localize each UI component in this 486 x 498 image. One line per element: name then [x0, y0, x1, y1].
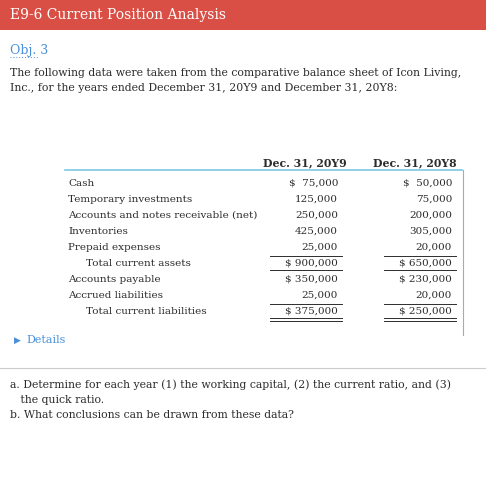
Text: Cash: Cash — [68, 178, 94, 188]
Text: Details: Details — [26, 335, 66, 345]
Text: $ 650,000: $ 650,000 — [399, 258, 452, 267]
Text: $ 375,000: $ 375,000 — [285, 306, 338, 316]
Text: $  75,000: $ 75,000 — [289, 178, 338, 188]
Text: $  50,000: $ 50,000 — [402, 178, 452, 188]
Text: Prepaid expenses: Prepaid expenses — [68, 243, 160, 251]
Text: Dec. 31, 20Y8: Dec. 31, 20Y8 — [373, 157, 457, 168]
Text: 250,000: 250,000 — [295, 211, 338, 220]
Text: Total current liabilities: Total current liabilities — [86, 306, 207, 316]
Text: 25,000: 25,000 — [302, 290, 338, 299]
Text: Accounts and notes receivable (net): Accounts and notes receivable (net) — [68, 211, 258, 220]
Text: Inc., for the years ended December 31, 20Y9 and December 31, 20Y8:: Inc., for the years ended December 31, 2… — [10, 83, 398, 93]
FancyBboxPatch shape — [0, 0, 486, 30]
Text: Total current assets: Total current assets — [86, 258, 191, 267]
Text: 425,000: 425,000 — [295, 227, 338, 236]
Text: Temporary investments: Temporary investments — [68, 195, 192, 204]
Text: $ 900,000: $ 900,000 — [285, 258, 338, 267]
Text: ▶: ▶ — [14, 336, 21, 345]
Text: a. Determine for each year (1) the working capital, (2) the current ratio, and (: a. Determine for each year (1) the worki… — [10, 379, 451, 390]
Text: 200,000: 200,000 — [409, 211, 452, 220]
Text: $ 230,000: $ 230,000 — [399, 274, 452, 283]
Text: b. What conclusions can be drawn from these data?: b. What conclusions can be drawn from th… — [10, 410, 294, 420]
Text: 25,000: 25,000 — [302, 243, 338, 251]
Text: 20,000: 20,000 — [416, 290, 452, 299]
Text: 305,000: 305,000 — [409, 227, 452, 236]
Text: Accrued liabilities: Accrued liabilities — [68, 290, 163, 299]
Text: 125,000: 125,000 — [295, 195, 338, 204]
Text: the quick ratio.: the quick ratio. — [10, 395, 104, 405]
Text: Accounts payable: Accounts payable — [68, 274, 161, 283]
Text: Obj. 3: Obj. 3 — [10, 43, 48, 56]
Text: E9-6 Current Position Analysis: E9-6 Current Position Analysis — [10, 8, 226, 22]
Text: The following data were taken from the comparative balance sheet of Icon Living,: The following data were taken from the c… — [10, 68, 461, 78]
Text: 20,000: 20,000 — [416, 243, 452, 251]
Text: 75,000: 75,000 — [416, 195, 452, 204]
Text: Dec. 31, 20Y9: Dec. 31, 20Y9 — [263, 157, 347, 168]
Text: $ 350,000: $ 350,000 — [285, 274, 338, 283]
Text: $ 250,000: $ 250,000 — [399, 306, 452, 316]
Text: Inventories: Inventories — [68, 227, 128, 236]
